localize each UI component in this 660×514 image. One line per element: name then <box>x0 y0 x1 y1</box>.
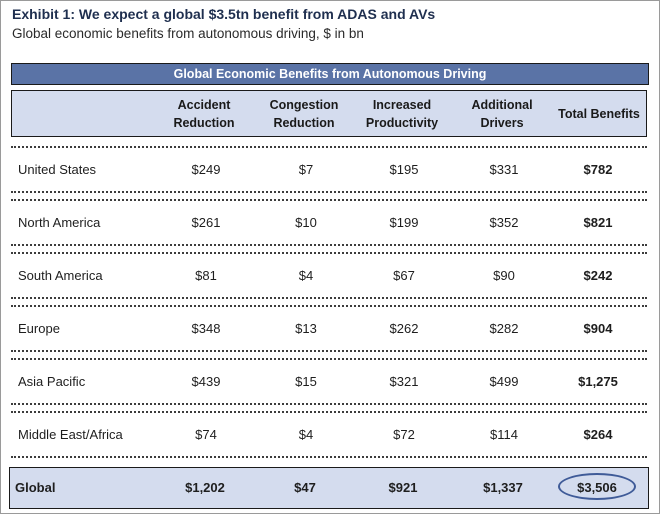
column-header-total-benefits: Total Benefits <box>558 106 640 121</box>
dotted-divider <box>11 191 647 193</box>
column-header-increased-productivity: Increased Productivity <box>365 97 439 130</box>
cell-accident-reduction: $249 <box>191 161 221 177</box>
cell-increased-productivity: $262 <box>389 320 419 336</box>
cell-accident-reduction: $348 <box>191 320 221 336</box>
dotted-divider <box>11 350 647 352</box>
table-row: South America $81 $4 $67 $90 $242 <box>11 252 647 299</box>
cell-total-benefits: $264 <box>583 426 613 442</box>
cell-increased-productivity: $72 <box>393 426 415 442</box>
dotted-divider <box>11 403 647 405</box>
cell-additional-drivers: $352 <box>489 214 519 230</box>
cell-accident-reduction: $81 <box>195 267 217 283</box>
cell-increased-productivity: $321 <box>389 373 419 389</box>
exhibit-title: Exhibit 1: We expect a global $3.5tn ben… <box>12 6 436 22</box>
cell-accident-reduction: $439 <box>191 373 221 389</box>
global-total-benefits: $3,506 <box>577 480 617 495</box>
region-label: Asia Pacific <box>18 373 86 389</box>
dotted-divider <box>11 252 647 254</box>
cell-additional-drivers: $114 <box>490 426 518 442</box>
total-highlight-circle <box>558 473 636 500</box>
cell-accident-reduction: $74 <box>195 426 217 442</box>
region-label: Middle East/Africa <box>18 426 123 442</box>
global-increased-productivity: $921 <box>388 480 418 495</box>
cell-total-benefits: $821 <box>583 214 613 230</box>
region-label: Europe <box>18 320 60 336</box>
table-banner: Global Economic Benefits from Autonomous… <box>11 63 649 85</box>
global-accident-reduction: $1,202 <box>185 480 225 495</box>
global-total-row: Global $1,202 $47 $921 $1,337 $3,506 <box>9 467 649 509</box>
table-row: Asia Pacific $439 $15 $321 $499 $1,275 <box>11 358 647 405</box>
cell-total-benefits: $782 <box>583 161 613 177</box>
dotted-divider <box>11 297 647 299</box>
global-additional-drivers: $1,337 <box>483 480 523 495</box>
dotted-divider <box>11 146 647 148</box>
dotted-divider <box>11 244 647 246</box>
cell-additional-drivers: $331 <box>489 161 519 177</box>
region-label: South America <box>18 267 103 283</box>
cell-additional-drivers: $90 <box>493 267 515 283</box>
global-label: Global <box>15 480 56 495</box>
cell-congestion-reduction: $10 <box>295 214 317 230</box>
cell-accident-reduction: $261 <box>191 214 221 230</box>
column-header-additional-drivers: Additional Drivers <box>471 97 533 130</box>
table-row: Europe $348 $13 $262 $282 $904 <box>11 305 647 352</box>
cell-congestion-reduction: $4 <box>298 267 314 283</box>
cell-total-benefits: $242 <box>583 267 613 283</box>
dotted-divider <box>11 358 647 360</box>
cell-additional-drivers: $282 <box>489 320 519 336</box>
table-row: Middle East/Africa $74 $4 $72 $114 $264 <box>11 411 647 458</box>
cell-congestion-reduction: $13 <box>295 320 317 336</box>
cell-congestion-reduction: $7 <box>298 161 314 177</box>
cell-increased-productivity: $195 <box>389 161 419 177</box>
cell-total-benefits: $1,275 <box>578 373 618 389</box>
cell-increased-productivity: $199 <box>389 214 419 230</box>
column-header-accident-reduction: Accident Reduction <box>173 97 235 130</box>
cell-congestion-reduction: $4 <box>298 426 314 442</box>
column-header-congestion-reduction: Congestion Reduction <box>269 97 339 130</box>
table-header: Accident Reduction Congestion Reduction … <box>11 90 647 137</box>
region-label: United States <box>18 161 97 177</box>
global-congestion-reduction: $47 <box>294 480 316 495</box>
table-row: United States $249 $7 $195 $331 $782 <box>11 146 647 193</box>
region-label: North America <box>18 214 101 230</box>
exhibit-subtitle: Global economic benefits from autonomous… <box>12 26 364 41</box>
table-row: North America $261 $10 $199 $352 $821 <box>11 199 647 246</box>
dotted-divider <box>11 456 647 458</box>
dotted-divider <box>11 305 647 307</box>
cell-congestion-reduction: $15 <box>295 373 317 389</box>
cell-total-benefits: $904 <box>583 320 613 336</box>
dotted-divider <box>11 199 647 201</box>
dotted-divider <box>11 411 647 413</box>
cell-additional-drivers: $499 <box>489 373 519 389</box>
cell-increased-productivity: $67 <box>393 267 415 283</box>
